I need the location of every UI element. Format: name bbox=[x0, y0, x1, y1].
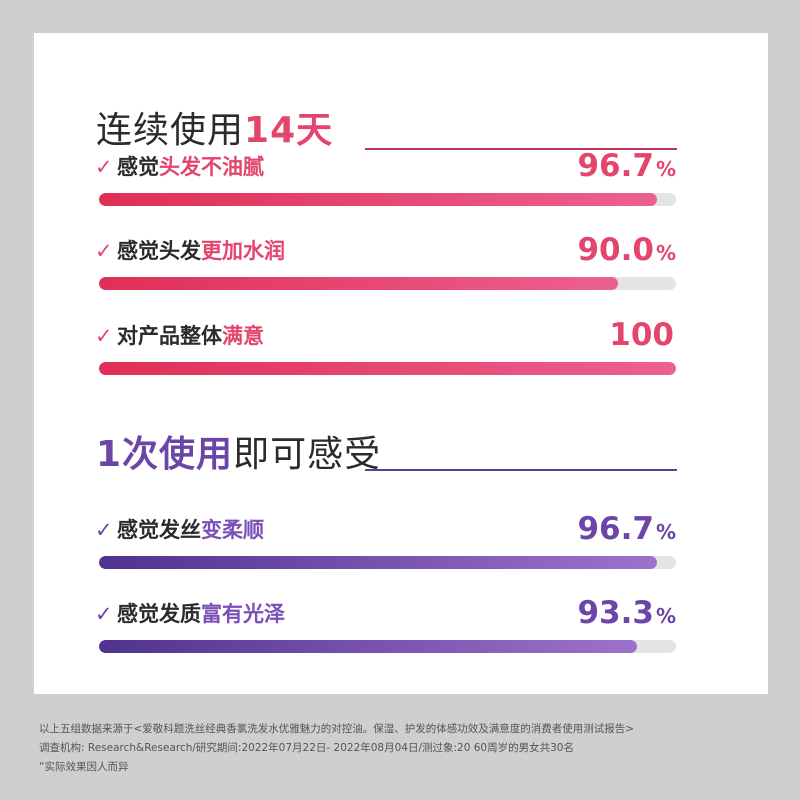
metric-label-plain: 感觉头发 bbox=[117, 239, 201, 263]
progress-track bbox=[99, 640, 676, 653]
metric-value-number: 100 bbox=[609, 317, 674, 353]
progress-fill bbox=[99, 640, 638, 653]
metric-label: ✓ 感觉发丝变柔顺 bbox=[95, 515, 264, 545]
metric-label: ✓ 感觉头发更加水润 bbox=[95, 236, 285, 266]
check-icon: ✓ bbox=[95, 518, 113, 542]
metric-value-number: 96.7 bbox=[577, 511, 654, 547]
metric-label-highlight: 头发不油腻 bbox=[159, 155, 264, 179]
section-divider-line bbox=[365, 469, 677, 471]
progress-track bbox=[99, 277, 676, 290]
metric-value: 100 bbox=[609, 317, 676, 356]
metric-row: ✓ 感觉头发更加水润 90.0% bbox=[34, 232, 768, 296]
metric-value-number: 93.3 bbox=[577, 595, 654, 631]
progress-fill bbox=[99, 193, 657, 206]
footnote: 以上五组数据来源于<爱敬科题洗丝经典香氯洗发水优雅魅力的对控油。保湿、护发的体感… bbox=[39, 720, 779, 777]
check-icon: ✓ bbox=[95, 324, 113, 348]
metric-value: 96.7% bbox=[577, 148, 676, 187]
footnote-survey-info: 调查机构: Research&Research/研究期间:2022年07月22日… bbox=[39, 742, 574, 754]
metric-label-highlight: 更加水润 bbox=[201, 239, 285, 263]
metric-label: ✓ 感觉发质富有光泽 bbox=[95, 599, 285, 629]
metric-row: ✓ 感觉发丝变柔顺 96.7% bbox=[34, 511, 768, 575]
metric-value-unit: % bbox=[655, 241, 676, 265]
metric-label-plain: 对产品整体 bbox=[117, 324, 222, 348]
section-14-days-title: 连续使用14天 bbox=[96, 101, 333, 161]
title-plain-text: 连续使用 bbox=[96, 110, 245, 151]
check-icon: ✓ bbox=[95, 602, 113, 626]
metric-label-plain: 感觉 bbox=[117, 155, 159, 179]
progress-fill bbox=[99, 277, 619, 290]
metric-row: ✓ 感觉头发不油腻 96.7% bbox=[34, 148, 768, 212]
progress-fill bbox=[99, 556, 657, 569]
metric-label: ✓ 对产品整体满意 bbox=[95, 321, 264, 351]
metric-label-highlight: 变柔顺 bbox=[201, 518, 264, 542]
metric-label-highlight: 富有光泽 bbox=[201, 602, 285, 626]
section-1-use-title: 1次使用即可感受 bbox=[96, 425, 381, 485]
check-icon: ✓ bbox=[95, 239, 113, 263]
metric-label-highlight: 满意 bbox=[222, 324, 264, 348]
metric-value: 93.3% bbox=[577, 595, 676, 634]
progress-track bbox=[99, 556, 676, 569]
metric-label-plain: 感觉发丝 bbox=[117, 518, 201, 542]
metric-value-number: 96.7 bbox=[577, 148, 654, 184]
footnote-source: 以上五组数据来源于<爱敬科题洗丝经典香氯洗发水优雅魅力的对控油。保湿、护发的体感… bbox=[39, 723, 635, 735]
progress-track bbox=[99, 362, 676, 375]
metric-row: ✓ 感觉发质富有光泽 93.3% bbox=[34, 595, 768, 659]
title-highlight-text: 1次使用 bbox=[96, 434, 234, 475]
metric-value-number: 90.0 bbox=[577, 232, 654, 268]
title-plain-text: 即可感受 bbox=[233, 434, 382, 475]
metric-value-unit: % bbox=[655, 157, 676, 181]
metric-label: ✓ 感觉头发不油腻 bbox=[95, 152, 264, 182]
progress-track bbox=[99, 193, 676, 206]
check-icon: ✓ bbox=[95, 155, 113, 179]
section-1-use-header: 1次使用即可感受 bbox=[34, 425, 768, 485]
survey-card: 连续使用14天 ✓ 感觉头发不油腻 96.7% ✓ 感觉头发更加水润 90.0% ✓… bbox=[34, 33, 768, 694]
section-14-days-header: 连续使用14天 bbox=[34, 101, 768, 161]
metric-label-plain: 感觉发质 bbox=[117, 602, 201, 626]
metric-value-unit: % bbox=[655, 520, 676, 544]
metric-value: 96.7% bbox=[577, 511, 676, 550]
section-divider-line bbox=[365, 148, 677, 150]
progress-fill bbox=[99, 362, 676, 375]
metric-row: ✓ 对产品整体满意 100 bbox=[34, 317, 768, 381]
title-highlight-text: 14天 bbox=[244, 110, 334, 151]
metric-value-unit: % bbox=[655, 604, 676, 628]
metric-value: 90.0% bbox=[577, 232, 676, 271]
footnote-disclaimer: “实际效果因人而异 bbox=[39, 761, 129, 773]
